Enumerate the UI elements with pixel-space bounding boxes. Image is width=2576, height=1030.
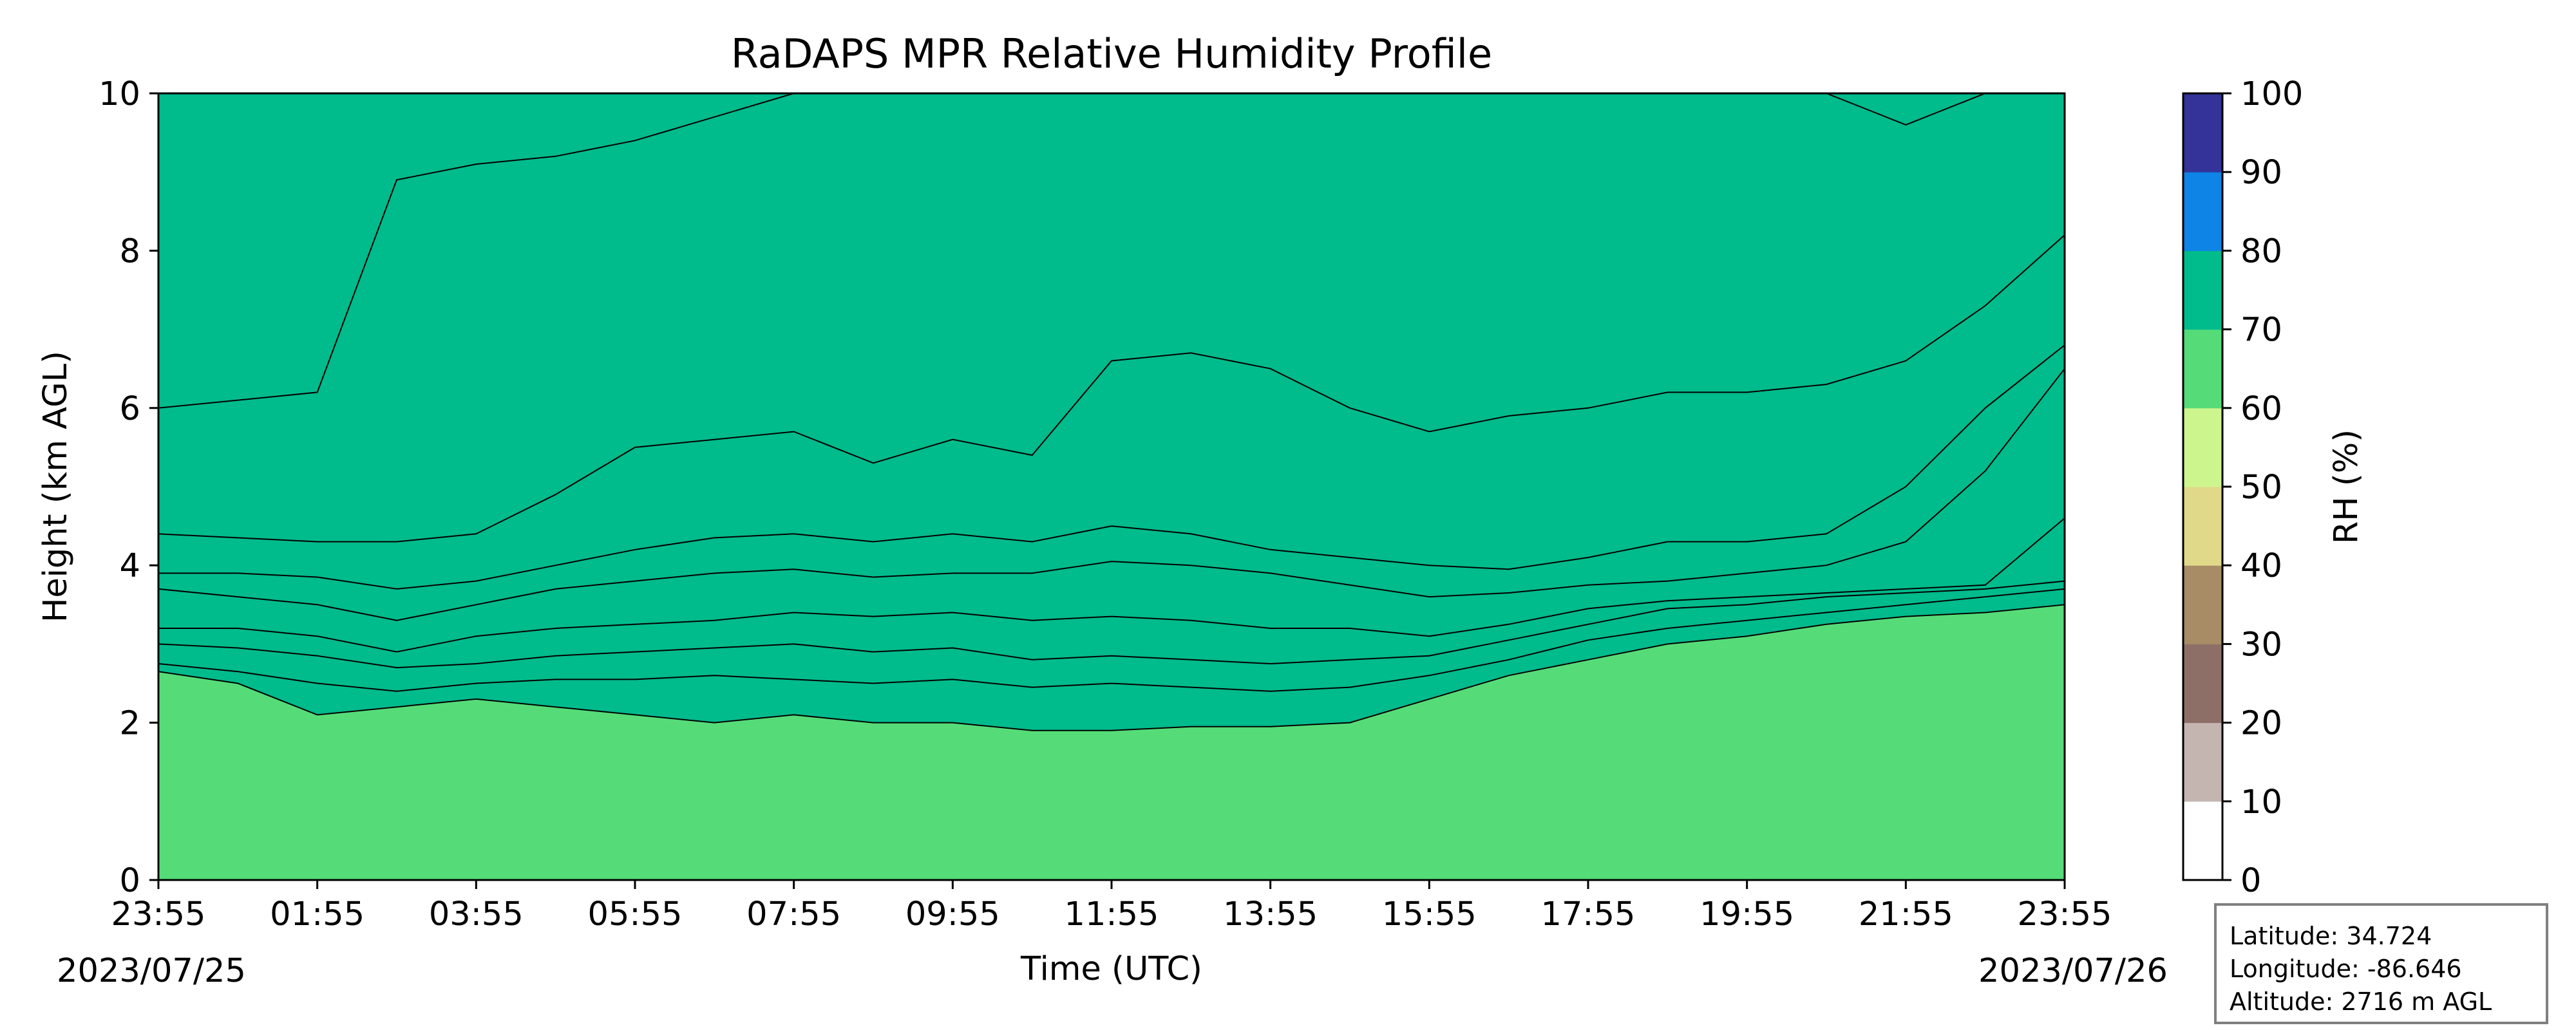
- rh-contour-bands: [158, 93, 2065, 880]
- colorbar-segment: [2183, 93, 2222, 173]
- colorbar-label: RH (%): [2327, 429, 2365, 544]
- y-axis: 0 2 4 6 8 10: [99, 75, 158, 900]
- latitude-text: Latitude: 34.724: [2230, 922, 2432, 950]
- x-axis: 23:55 01:55 03:55 05:55 07:55 09:55 11:55 13:55…: [111, 880, 2112, 933]
- rh-contour-rh_10: [158, 93, 2065, 409]
- rh-contour-rh_50: [158, 518, 2065, 653]
- colorbar-segment: [2183, 801, 2222, 881]
- y-tick-label: 2: [120, 705, 140, 743]
- rh-contour-rh_40: [158, 368, 2065, 621]
- colorbar-tick-label: 60: [2240, 390, 2282, 428]
- colorbar-segment: [2183, 407, 2222, 487]
- y-axis-label: Height (km AGL): [37, 351, 75, 623]
- colorbar-segment: [2183, 329, 2222, 409]
- x-tick-label: 09:55: [905, 895, 1000, 933]
- y-tick-label: 10: [99, 75, 140, 113]
- colorbar: 0 10 20 30 40 50 60 70 80 90 100: [2183, 75, 2303, 900]
- colorbar-segment: [2183, 172, 2222, 251]
- colorbar-frame: [2182, 92, 2224, 881]
- rh-contour-rh_70: [158, 588, 2065, 692]
- colorbar-tick-label: 0: [2240, 862, 2261, 900]
- colorbar-segment: [2183, 487, 2222, 566]
- x-tick-label: 15:55: [1382, 895, 1477, 933]
- rh-band-rh_80: [158, 93, 2065, 731]
- start-date-label: 2023/07/25: [57, 952, 246, 990]
- colorbar-tick-label: 50: [2240, 469, 2282, 507]
- rh-contour-rh_60: [158, 580, 2065, 669]
- x-tick-label: 21:55: [1859, 895, 1953, 933]
- x-tick-label: 17:55: [1541, 895, 1636, 933]
- end-date-label: 2023/07/26: [1978, 952, 2168, 990]
- colorbar-tick-label: 80: [2240, 232, 2282, 270]
- rh-contour-lines: [158, 93, 2065, 731]
- x-tick-label: 01:55: [270, 895, 365, 933]
- colorbar-segment: [2183, 250, 2222, 330]
- colorbar-segment: [2183, 722, 2222, 802]
- x-tick-label: 23:55: [2018, 895, 2112, 933]
- chart-title: RaDAPS MPR Relative Humidity Profile: [731, 30, 1492, 77]
- colorbar-tick-label: 30: [2240, 626, 2282, 664]
- rh-contour-rh_20: [158, 234, 2065, 543]
- rh-contour-rh_80: [158, 604, 2065, 731]
- colorbar-tick-label: 10: [2240, 783, 2282, 821]
- colorbar-tick-label: 70: [2240, 312, 2282, 350]
- y-tick-label: 8: [120, 232, 140, 270]
- colorbar-tick-label: 100: [2240, 75, 2303, 113]
- x-tick-label: 19:55: [1700, 895, 1794, 933]
- plot-area: [158, 93, 2065, 880]
- y-tick-label: 4: [120, 547, 140, 585]
- altitude-text: Altitude: 2716 m AGL: [2230, 988, 2492, 1016]
- colorbar-segment: [2183, 565, 2222, 644]
- x-axis-label: Time (UTC): [1020, 950, 1202, 988]
- x-tick-label: 07:55: [746, 895, 841, 933]
- colorbar-tick-label: 40: [2240, 547, 2282, 585]
- colorbar-tick-label: 20: [2240, 705, 2282, 743]
- station-info-box: Latitude: 34.724 Longitude: -86.646 Alti…: [2214, 903, 2548, 1024]
- x-tick-label: 05:55: [588, 895, 683, 933]
- x-tick-label: 03:55: [429, 895, 524, 933]
- rh-contour-rh_30: [158, 344, 2065, 590]
- colorbar-segment: [2183, 644, 2222, 724]
- x-tick-label: 23:55: [111, 895, 206, 933]
- y-tick-label: 6: [120, 390, 140, 428]
- x-tick-label: 13:55: [1223, 895, 1318, 933]
- y-tick-label: 0: [120, 862, 140, 900]
- longitude-text: Longitude: -86.646: [2230, 955, 2462, 983]
- colorbar-tick-label: 90: [2240, 154, 2282, 192]
- x-tick-label: 11:55: [1065, 895, 1159, 933]
